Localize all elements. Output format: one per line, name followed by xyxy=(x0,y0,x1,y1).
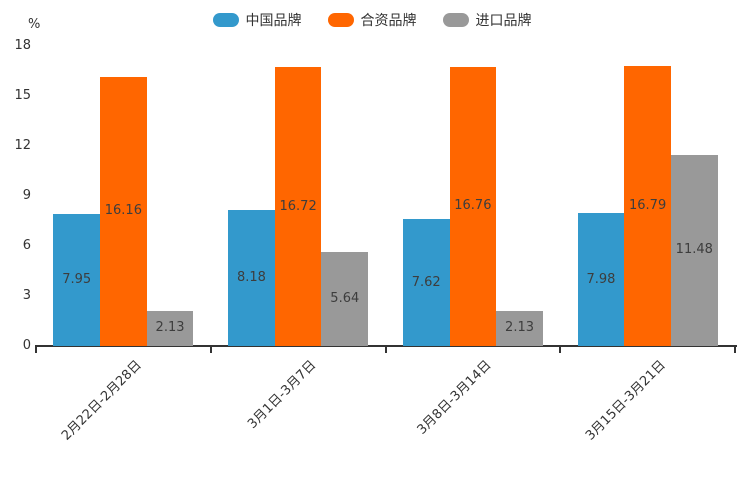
bar-中国品牌-3 xyxy=(402,219,450,346)
bar-value-label: 16.16 xyxy=(104,203,142,219)
chart-legend: 中国品牌 合资品牌 进口品牌 xyxy=(0,10,744,30)
bar-value-label: 11.48 xyxy=(675,242,713,258)
legend-label: 进口品牌 xyxy=(475,13,532,29)
x-axis-line xyxy=(35,345,737,347)
bar-value-label: 8.18 xyxy=(236,269,266,285)
x-axis-category-label: 3月15日-3月21日 xyxy=(583,357,670,444)
bar-value-label: 7.62 xyxy=(411,274,441,290)
bar-value-label: 2.13 xyxy=(155,320,185,336)
legend-marker-icon xyxy=(327,13,354,27)
bar-合资品牌-2 xyxy=(274,67,322,346)
y-axis-tick-label: 3 xyxy=(22,288,31,303)
bar-value-label: 7.95 xyxy=(62,271,92,287)
bar-value-label: 16.72 xyxy=(279,198,317,214)
bar-合资品牌-1 xyxy=(100,76,147,346)
bar-进口品牌-4 xyxy=(670,154,718,346)
x-axis-tick-mark xyxy=(209,347,212,353)
bar-value-label: 7.98 xyxy=(586,271,616,287)
bar-value-label: 2.13 xyxy=(505,320,534,336)
y-axis-tick-label: 0 xyxy=(22,338,31,353)
bar-进口品牌-2 xyxy=(321,252,369,346)
legend-item-1[interactable]: 中国品牌 xyxy=(212,10,302,30)
legend-item-3[interactable]: 进口品牌 xyxy=(442,10,532,30)
x-axis-tick-mark xyxy=(35,347,37,353)
y-axis-tick-label: 6 xyxy=(22,238,31,253)
x-axis-tick-mark xyxy=(734,347,736,353)
bar-value-label: 16.76 xyxy=(454,198,492,214)
bar-value-label: 5.64 xyxy=(330,291,360,306)
legend-marker-icon xyxy=(442,13,469,27)
legend-marker-icon xyxy=(212,13,239,27)
y-axis-tick-label: 18 xyxy=(14,38,31,53)
y-axis-tick-label: 12 xyxy=(14,138,31,153)
legend-label: 合资品牌 xyxy=(360,13,417,29)
x-axis-tick-mark xyxy=(384,347,387,353)
y-axis-unit-label: % xyxy=(28,17,41,32)
y-axis-tick-label: 15 xyxy=(14,88,31,103)
bar-进口品牌-3 xyxy=(496,310,543,346)
bar-value-label: 16.79 xyxy=(629,198,667,214)
x-axis-tick-mark xyxy=(559,347,562,353)
legend-item-2[interactable]: 合资品牌 xyxy=(327,10,417,30)
bar-合资品牌-3 xyxy=(449,66,497,346)
bar-进口品牌-1 xyxy=(146,310,194,346)
bar-中国品牌-2 xyxy=(228,209,275,346)
bar-中国品牌-1 xyxy=(53,213,101,346)
x-axis-category-label: 2月22日-2月28日 xyxy=(59,357,145,444)
bar-合资品牌-4 xyxy=(624,66,671,346)
y-axis-tick-label: 9 xyxy=(22,188,31,203)
x-axis-category-label: 3月1日-3月7日 xyxy=(245,357,320,432)
x-axis-category-label: 3月8日-3月14日 xyxy=(414,357,495,438)
legend-label: 中国品牌 xyxy=(245,13,302,29)
bar-中国品牌-4 xyxy=(577,213,625,346)
